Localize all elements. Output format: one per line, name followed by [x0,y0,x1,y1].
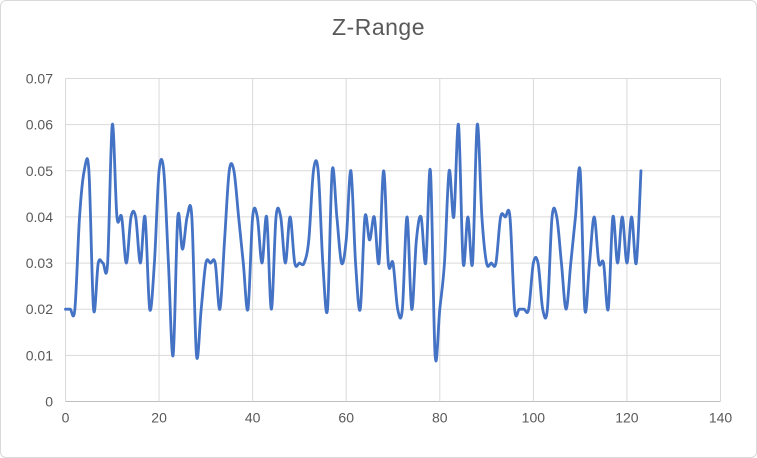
y-axis-tick-label: 0 [45,394,53,410]
x-axis-tick-label: 80 [432,410,448,426]
y-axis-tick-label: 0.03 [26,255,53,271]
x-axis-tick-label: 60 [338,410,354,426]
x-axis-tick-label: 0 [62,410,70,426]
y-axis-tick-label: 0.05 [26,163,53,179]
y-axis-tick-label: 0.02 [26,301,53,317]
data-series-line [64,123,643,363]
x-axis-tick-label: 100 [522,410,546,426]
x-axis-tick-label: 40 [245,410,261,426]
y-axis-tick-label: 0.01 [26,347,53,363]
y-axis-tick-label: 0.06 [26,117,53,133]
chart-title: Z-Range [332,14,425,40]
x-axis-tick-label: 20 [151,410,167,426]
x-axis-tick-label: 120 [615,410,639,426]
y-axis-tick-label: 0.07 [26,71,53,87]
x-axis-tick-label: 140 [709,410,733,426]
y-axis-tick-label: 0.04 [26,209,53,225]
